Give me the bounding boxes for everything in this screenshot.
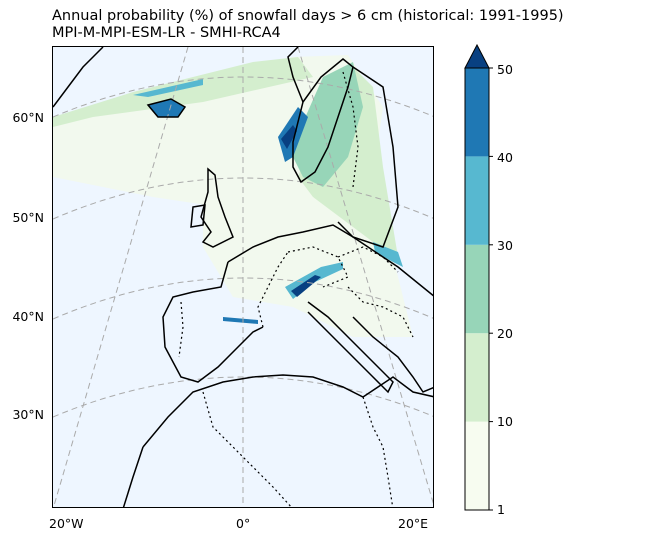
colorbar (464, 43, 493, 511)
colorbar-segment (465, 156, 489, 245)
africa-west-coast (122, 446, 144, 507)
alps-core (291, 275, 321, 297)
snow-field (53, 55, 413, 337)
lat-line-50 (53, 177, 433, 220)
country-borders (178, 71, 414, 507)
colorbar-extend-arrow (464, 43, 490, 69)
lat-label-40: 40°N (12, 309, 44, 324)
map-subtitle: MPI-M-MPI-ESM-LR - SMHI-RCA4 (52, 25, 281, 41)
scandinavia-coast (292, 58, 354, 184)
border-balkans (347, 286, 414, 338)
lon-label-20w: 20°W (49, 516, 84, 531)
balkans-coast (352, 316, 433, 393)
lon-label-20e: 20°E (398, 516, 429, 531)
map-canvas (53, 47, 433, 507)
colorbar-tick-10: 10 (497, 414, 513, 429)
coastlines (53, 47, 433, 507)
greenland-coast (53, 47, 104, 108)
colorbar-tick-20: 20 (497, 326, 513, 341)
faroe-norway-coast (287, 47, 304, 103)
border-north-africa (202, 391, 292, 507)
colorbar-segment (465, 333, 489, 422)
lat-label-50: 50°N (12, 210, 44, 225)
central-europe-light (203, 177, 413, 337)
iceland-coast (146, 98, 187, 118)
continent-coast (227, 224, 433, 297)
iberia-coast (162, 261, 264, 383)
norway-peaks (281, 125, 297, 149)
north-africa-coast (142, 374, 433, 448)
lat-label-30: 30°N (12, 407, 44, 422)
iceland-band-blue (133, 79, 203, 97)
iceland-band (53, 57, 313, 127)
lat-line-30 (53, 376, 433, 418)
colorbar-segment (465, 421, 489, 510)
lon-line-20e (297, 47, 433, 505)
colorbar-tick-40: 40 (497, 150, 513, 165)
pyrenees (223, 317, 258, 324)
britain-coast (200, 167, 234, 248)
colorbar-segment (465, 68, 489, 157)
ireland-coast (190, 204, 206, 228)
colorbar-segment (465, 244, 489, 334)
lat-line-60 (53, 76, 433, 118)
lat-line-40 (53, 277, 433, 320)
lon-line-20w (53, 47, 189, 507)
colorbar-tick-1: 1 (497, 502, 505, 517)
iceland-island (148, 99, 185, 117)
colorbar-outline (464, 67, 490, 511)
border-germany (287, 246, 349, 288)
border-scandinavia (342, 71, 359, 188)
map-panel (52, 46, 434, 508)
colorbar-tick-30: 30 (497, 238, 513, 253)
border-libya (362, 396, 394, 507)
border-spain-portugal (178, 301, 184, 358)
colorbar-tick-50: 50 (497, 62, 513, 77)
graticule (53, 47, 433, 507)
lon-label-0: 0° (236, 516, 251, 531)
lat-label-60: 60°N (12, 110, 44, 125)
carpathians (373, 242, 403, 267)
border-france (257, 251, 289, 328)
map-title: Annual probability (%) of snowfall days … (52, 8, 564, 24)
italy-coast (307, 301, 394, 394)
